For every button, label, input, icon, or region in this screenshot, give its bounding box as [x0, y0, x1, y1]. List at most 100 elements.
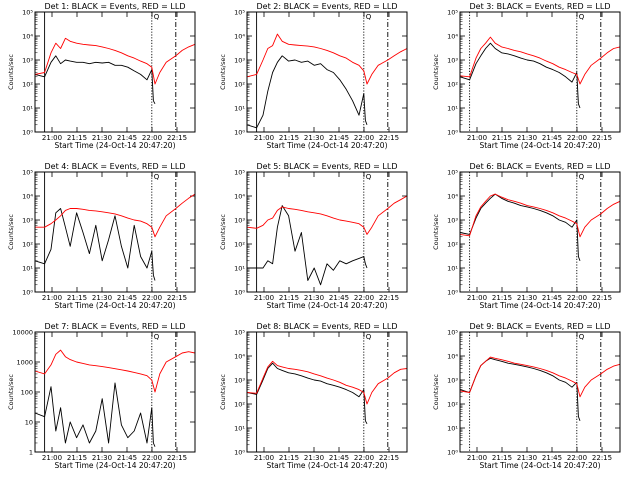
series-lld-line [459, 193, 621, 238]
panel-det-4: Det 4: BLACK = Events, RED = LLD Counts/s… [7, 162, 196, 310]
plot-frame [246, 331, 408, 453]
x-tick-label: 21:30 [304, 454, 324, 462]
y-tick-label: 10³ [234, 217, 245, 225]
y-tick-label: 10⁵ [447, 329, 458, 337]
y-axis-label: Counts/sec [432, 214, 440, 250]
y-tick-label: 10¹ [234, 425, 245, 433]
marker-label: Q [154, 333, 160, 341]
y-tick-label: 10⁰ [234, 129, 245, 137]
y-tick-label: 10⁵ [234, 169, 245, 177]
y-tick-label: 10⁵ [447, 169, 458, 177]
y-tick-label: 1000 [16, 359, 33, 367]
marker-label: Q [366, 173, 372, 181]
y-tick-label: 10¹ [234, 105, 245, 113]
x-tick-label: 21:00 [467, 454, 487, 462]
y-tick-label: 10⁵ [234, 329, 245, 337]
y-axis-label: Counts/sec [432, 374, 440, 410]
series-lld-line [35, 193, 196, 238]
panel-det-3: Det 3: BLACK = Events, RED = LLD Counts/s… [432, 2, 621, 150]
series-lld-line [246, 360, 408, 405]
x-tick-label: 22:00 [354, 454, 374, 462]
x-tick-label: 21:45 [329, 134, 349, 142]
x-tick-label: 21:15 [67, 294, 87, 302]
y-tick-label: 10² [447, 81, 458, 89]
panel-title: Det 5: BLACK = Events, RED = LLD [257, 162, 398, 171]
panel-title: Det 3: BLACK = Events, RED = LLD [470, 2, 611, 11]
x-tick-label: 21:45 [542, 294, 562, 302]
series-events-line [34, 55, 156, 105]
y-axis-label: Counts/sec [7, 54, 15, 90]
marker-label: Q [579, 333, 585, 341]
panel-title: Det 4: BLACK = Events, RED = LLD [45, 162, 186, 171]
x-tick-label: 21:45 [329, 294, 349, 302]
x-axis-label: Start Time (24-Oct-14 20:47:20) [479, 141, 600, 150]
y-tick-label: 10⁵ [22, 9, 33, 17]
y-tick-label: 10⁴ [234, 353, 245, 361]
x-tick-label: 21:45 [542, 134, 562, 142]
series-lld-line [34, 349, 196, 393]
x-tick-label: 22:00 [354, 134, 374, 142]
y-tick-label: 10² [22, 241, 33, 249]
series-lld-line [246, 195, 408, 235]
panel-det-5: Det 5: BLACK = Events, RED = LLD Counts/s… [219, 162, 408, 310]
series-events-line [459, 357, 581, 421]
plot-frame [246, 11, 408, 133]
y-tick-label: 10⁵ [22, 169, 33, 177]
y-tick-label: 10⁰ [447, 129, 458, 137]
marker-label: Q [579, 173, 585, 181]
x-axis-label: Start Time (24-Oct-14 20:47:20) [266, 141, 387, 150]
x-tick-label: 21:00 [467, 294, 487, 302]
x-tick-label: 21:30 [304, 294, 324, 302]
y-tick-label: 10² [447, 241, 458, 249]
plot-frame [246, 171, 408, 293]
y-tick-label: 10³ [447, 217, 458, 225]
panel-det-9: Det 9: BLACK = Events, RED = LLD Counts/s… [432, 322, 621, 470]
x-axis-label: Start Time (24-Oct-14 20:47:20) [54, 141, 175, 150]
y-axis-label: Counts/sec [7, 214, 15, 250]
x-tick-label: 21:45 [117, 294, 137, 302]
series-events-line [459, 193, 581, 261]
marker-label: Q [366, 333, 372, 341]
panel-det-2: Det 2: BLACK = Events, RED = LLD Counts/s… [219, 2, 408, 150]
y-tick-label: 10² [234, 241, 245, 249]
y-tick-label: 10¹ [22, 265, 33, 273]
x-tick-label: 21:00 [254, 134, 274, 142]
x-tick-label: 21:15 [492, 294, 512, 302]
y-tick-label: 10⁰ [234, 289, 245, 297]
y-tick-label: 100 [21, 389, 33, 397]
x-tick-label: 22:15 [592, 294, 612, 302]
x-tick-label: 22:15 [592, 134, 612, 142]
x-tick-label: 21:00 [42, 134, 62, 142]
x-tick-label: 21:15 [67, 134, 87, 142]
marker-label: Q [154, 13, 160, 21]
x-tick-label: 21:00 [254, 454, 274, 462]
plot-frame [34, 11, 196, 133]
plot-frame [459, 331, 621, 453]
x-tick-label: 22:00 [142, 134, 162, 142]
x-tick-label: 22:15 [167, 294, 187, 302]
y-tick-label: 10³ [447, 57, 458, 65]
y-tick-label: 10 [25, 419, 33, 427]
y-tick-label: 10000 [12, 329, 33, 337]
y-tick-label: 1 [29, 449, 33, 457]
panel-title: Det 6: BLACK = Events, RED = LLD [470, 162, 611, 171]
y-tick-label: 10⁰ [22, 289, 33, 297]
y-tick-label: 10³ [234, 377, 245, 385]
series-events-line [246, 362, 368, 425]
y-tick-label: 10⁴ [22, 193, 33, 201]
marker-label: Q [366, 13, 372, 21]
x-tick-label: 21:45 [117, 454, 137, 462]
y-axis-label: Counts/sec [219, 374, 227, 410]
x-tick-label: 21:00 [42, 294, 62, 302]
x-tick-label: 21:30 [92, 134, 112, 142]
series-lld-line [246, 33, 408, 85]
x-tick-label: 22:15 [379, 454, 399, 462]
y-tick-label: 10² [447, 401, 458, 409]
panel-title: Det 2: BLACK = Events, RED = LLD [257, 2, 398, 11]
y-tick-label: 10⁰ [447, 289, 458, 297]
panel-det-7: Det 7: BLACK = Events, RED = LLD Counts/s… [7, 322, 196, 470]
y-tick-label: 10³ [22, 217, 33, 225]
y-tick-label: 10⁴ [22, 33, 33, 41]
x-tick-label: 21:45 [117, 134, 137, 142]
y-tick-label: 10⁰ [447, 449, 458, 457]
